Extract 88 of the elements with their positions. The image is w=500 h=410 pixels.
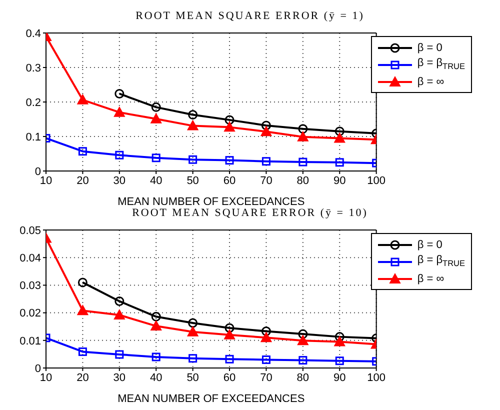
legend-label: β = β$_{TRUE}$ (417, 254, 465, 269)
x-tick-label: 100 (367, 372, 386, 384)
point (335, 158, 344, 167)
x-tick-label: 70 (260, 372, 272, 384)
point (78, 347, 87, 356)
legend-label: β = 0 (417, 238, 442, 250)
point (152, 352, 160, 362)
point (188, 155, 198, 164)
point (187, 326, 198, 336)
point (151, 312, 161, 322)
point (150, 113, 162, 124)
point (78, 147, 87, 156)
point (298, 356, 308, 365)
y-tick-label: 0.02 (20, 308, 41, 320)
point (225, 156, 234, 165)
legend-label: β = β$_{TRUE}$ (417, 57, 465, 72)
x-axis-title: MEAN NUMBER OF EXCEEDANCES (118, 393, 305, 405)
y-tick-label: 0.4 (26, 28, 41, 40)
point (260, 126, 272, 136)
point (188, 318, 198, 328)
point (78, 278, 88, 288)
x-tick-label: 50 (186, 174, 199, 187)
point (114, 310, 125, 320)
y-tick-label: 0.04 (20, 252, 41, 265)
chart-title: ROOT MEAN SQUARE ERROR (ȳ = 1) (134, 9, 366, 24)
point (114, 88, 124, 98)
point (260, 332, 272, 342)
y-tick-label: 0.3 (26, 62, 41, 74)
y-tick-label: 0 (34, 362, 41, 375)
x-tick-label: 20 (76, 174, 89, 187)
point (225, 354, 234, 364)
point (151, 102, 161, 112)
point (224, 323, 234, 333)
x-tick-label: 40 (150, 174, 162, 187)
y-tick-label: 0 (34, 166, 41, 178)
x-tick-label: 20 (76, 372, 89, 384)
point (297, 335, 308, 346)
legend-label: β = ∞ (417, 272, 444, 284)
chart-title: ROOT MEAN SQUARE ERROR (ȳ = 10) (131, 206, 369, 221)
point (298, 124, 308, 134)
point (115, 150, 124, 160)
y-tick-label: 0.03 (20, 280, 41, 292)
point (297, 131, 308, 142)
point (334, 132, 346, 143)
x-tick-label: 70 (260, 174, 272, 187)
point (114, 106, 125, 117)
y-tick-label: 0.05 (20, 224, 41, 237)
x-tick-label: 40 (150, 372, 162, 384)
point (150, 320, 162, 331)
x-tick-label: 30 (113, 174, 126, 187)
point (334, 332, 344, 342)
point (224, 115, 234, 125)
x-tick-label: 50 (186, 372, 199, 384)
point (261, 326, 271, 336)
point (77, 305, 88, 316)
point (188, 110, 198, 120)
legend-label: β = 0 (417, 42, 442, 54)
point (298, 158, 308, 166)
y-tick-label: 0.1 (26, 131, 41, 144)
point (224, 329, 236, 340)
point (224, 122, 236, 132)
x-tick-label: 60 (223, 372, 236, 384)
y-tick-label: 0.2 (26, 96, 41, 109)
point (188, 354, 198, 363)
point (262, 355, 270, 364)
x-tick-label: 80 (296, 372, 310, 384)
x-tick-label: 100 (367, 174, 386, 187)
x-tick-label: 10 (40, 372, 52, 384)
x-axis-title: MEAN NUMBER OF EXCEEDANCES (118, 196, 305, 208)
point (334, 126, 344, 136)
point (152, 154, 160, 162)
point (298, 329, 308, 339)
point (187, 120, 198, 130)
point (335, 356, 344, 366)
x-tick-label: 10 (40, 174, 52, 187)
x-tick-label: 30 (113, 372, 126, 384)
point (261, 120, 271, 130)
point (334, 336, 346, 346)
point (115, 350, 124, 359)
x-tick-label: 60 (223, 174, 236, 187)
x-tick-label: 80 (296, 174, 310, 187)
point (77, 94, 88, 104)
point (262, 157, 270, 166)
x-tick-label: 90 (334, 174, 346, 187)
point (114, 296, 124, 306)
y-tick-label: 0.01 (20, 335, 41, 348)
legend-label: β = ∞ (417, 76, 444, 88)
x-tick-label: 90 (334, 372, 346, 384)
